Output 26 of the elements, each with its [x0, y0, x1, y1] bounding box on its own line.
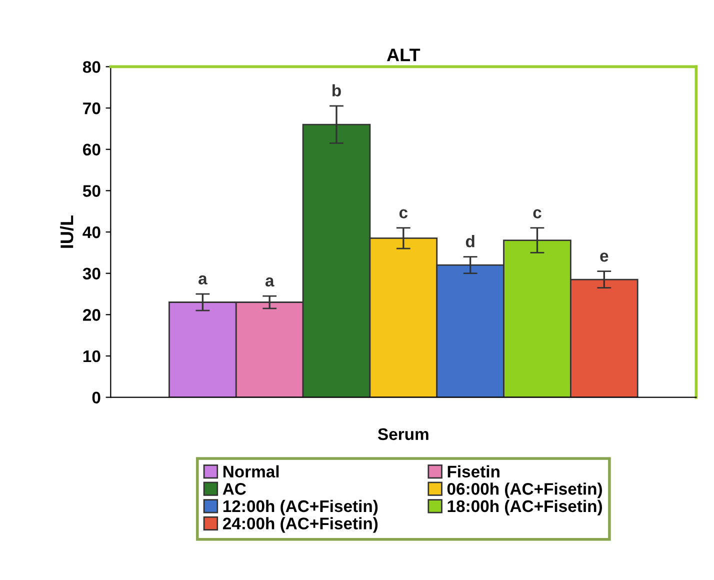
- legend-label: AC: [222, 483, 246, 495]
- data-label: d: [466, 235, 474, 248]
- legend-label: Fisetin: [448, 465, 500, 478]
- y-tick-label: 30: [82, 268, 100, 280]
- data-label: c: [533, 209, 542, 218]
- y-axis-title: IU/L: [60, 216, 74, 248]
- y-tick-label: 10: [83, 350, 100, 362]
- y-tick-label: 0: [92, 392, 100, 404]
- y-tick-label: 20: [82, 309, 100, 321]
- legend-label: 12:00h (AC+Fisetin): [223, 500, 378, 516]
- y-tick-label: 80: [82, 61, 100, 73]
- data-label: e: [600, 252, 608, 262]
- data-label: c: [399, 209, 408, 218]
- data-label: b: [332, 84, 341, 96]
- data-label: a: [265, 277, 274, 287]
- legend-label: Normal: [223, 465, 279, 478]
- y-tick-label: 60: [83, 144, 100, 156]
- legend-label: 06:00h (AC+Fisetin): [447, 482, 602, 498]
- legend-label: 24:00h (AC+Fisetin): [222, 517, 378, 533]
- chart-title: ALT: [386, 48, 420, 62]
- y-tick-label: 50: [82, 185, 100, 197]
- y-tick-label: 70: [83, 102, 100, 114]
- y-tick-label: 40: [82, 226, 100, 238]
- data-label: a: [198, 275, 208, 284]
- x-tick-label: Serum: [378, 428, 428, 440]
- legend-label: 18:00h (AC+Fisetin): [448, 500, 602, 516]
